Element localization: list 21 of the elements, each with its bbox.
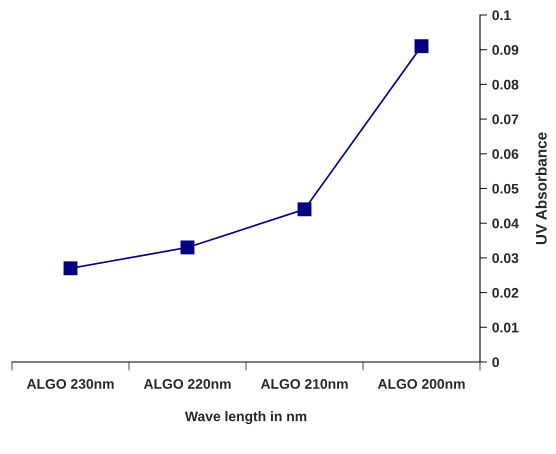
y-tick-label: 0.07 [492,114,518,124]
y-tick-label: 0 [492,357,499,368]
x-axis-title: Wave length in nm [184,411,306,424]
y-tick-label: 0.1 [492,10,511,20]
y-axis-title: UV Absorbance [536,132,547,244]
y-tick-label: 0.04 [492,218,519,228]
y-tick-label: 0.05 [492,184,518,194]
y-tick-label: 0.09 [492,45,518,55]
x-tick-label: ALGO 220nm [144,379,231,389]
y-tick-label: 0.08 [492,80,518,90]
point [414,39,428,54]
y-tick-label: 0.03 [492,253,518,264]
y-tick-label: 0.02 [492,288,518,298]
point [180,240,194,254]
point [298,202,312,216]
y-tick-label: 0.01 [492,322,518,332]
point [64,261,78,276]
y-tick-label: 0.06 [492,149,518,159]
x-tick-label: ALGO 200nm [378,379,465,389]
x-tick-label: ALGO 210nm [260,379,348,389]
x-tick-label: ALGO 230nm [26,379,114,389]
